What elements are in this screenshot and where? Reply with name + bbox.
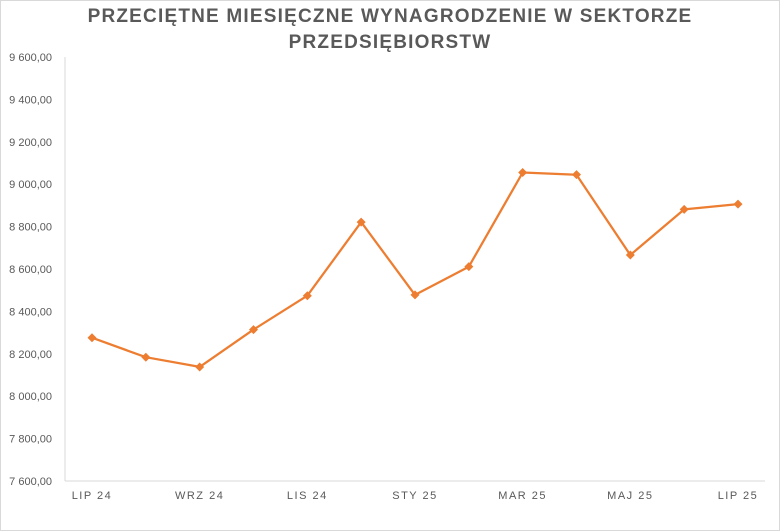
data-point-marker [733,199,743,209]
x-tick-label: LIS 24 [287,490,328,502]
data-point-marker [625,250,635,260]
y-tick-label: 9 600,00 [9,52,52,64]
data-point-marker [464,262,474,272]
y-tick-label: 8 800,00 [9,222,52,234]
data-point-marker [302,291,312,301]
data-point-marker [572,170,581,180]
data-point-marker [410,290,420,300]
x-tick-label: MAJ 25 [607,490,653,502]
chart-title-line-1: PRZECIĘTNE MIESIĘCZNE WYNAGRODZENIE W SE… [87,6,693,27]
data-point-marker [356,217,366,227]
y-tick-label: 8 000,00 [9,391,52,403]
data-point-marker [87,333,97,343]
data-point-marker [679,204,689,214]
y-tick-label: 7 600,00 [9,476,52,488]
y-tick-label: 8 200,00 [9,349,52,361]
y-tick-label: 8 400,00 [9,306,52,318]
y-tick-label: 7 800,00 [9,434,52,446]
chart-title-line-2: PRZEDSIĘBIORSTW [288,32,492,53]
x-tick-label: STY 25 [392,490,438,502]
chart-title: PRZECIĘTNE MIESIĘCZNE WYNAGRODZENIE W SE… [0,4,780,56]
y-tick-label: 9 200,00 [9,137,52,149]
plot-area [87,168,743,372]
data-point-marker [518,168,528,178]
x-tick-label: LIP 25 [718,490,759,502]
y-tick-label: 8 600,00 [9,264,52,276]
x-axis: LIP 24 WRZ 24 LIS 24 STY 25 MAR 25 MAJ 25 LIP … [65,480,765,502]
y-tick-label: 9 400,00 [9,94,52,106]
y-axis: 7 600,00 7 800,00 8 000,00 8 200,00 8 400,00… [9,52,66,488]
y-tick-label: 9 000,00 [9,179,52,191]
series-line [91,171,739,369]
data-point-marker [195,362,205,372]
x-tick-label: MAR 25 [498,490,547,502]
data-point-marker [249,325,258,335]
x-tick-label: WRZ 24 [175,490,224,502]
x-tick-label: LIP 24 [72,490,113,502]
data-point-marker [141,352,151,362]
